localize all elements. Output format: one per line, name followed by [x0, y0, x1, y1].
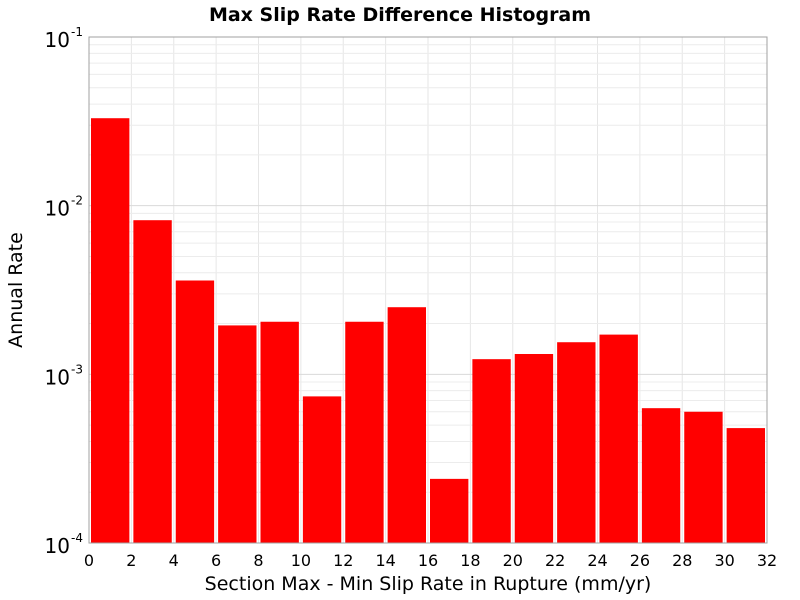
- histogram-bar: [514, 353, 554, 543]
- y-tick-base: 10: [45, 365, 70, 389]
- y-tick-exponent: -4: [71, 531, 83, 545]
- y-tick-label: 10 -2: [45, 194, 83, 221]
- y-tick-label: 10 -3: [45, 362, 83, 389]
- plot-frame: [88, 36, 768, 544]
- y-tick-base: 10: [45, 534, 70, 558]
- x-tick-label: 14: [375, 551, 395, 570]
- histogram-bar: [557, 342, 596, 543]
- x-tick-label: 4: [169, 551, 179, 570]
- histogram-bar: [599, 334, 638, 543]
- histogram-bar: [260, 321, 299, 543]
- y-tick-exponent: -3: [71, 362, 83, 376]
- bars: [91, 118, 765, 544]
- histogram-bar: [302, 396, 342, 543]
- y-tick-label: 10 -1: [45, 25, 83, 52]
- x-tick-label: 6: [211, 551, 221, 570]
- x-tick-label: 32: [757, 551, 777, 570]
- x-tick-label: 18: [460, 551, 480, 570]
- x-axis-title: Section Max - Min Slip Rate in Rupture (…: [205, 573, 652, 595]
- y-axis-title: Annual Rate: [5, 232, 27, 348]
- y-tick-base: 10: [45, 197, 70, 221]
- y-tick-exponent: -2: [71, 194, 83, 208]
- x-tick-label: 16: [418, 551, 438, 570]
- histogram-bar: [218, 325, 257, 543]
- y-tick-exponent: -1: [71, 25, 83, 39]
- y-axis-ticks: 10-410-310-210-1: [45, 25, 83, 558]
- histogram-bar: [726, 428, 765, 543]
- histogram-bar: [641, 408, 681, 543]
- x-axis-ticks: 0 2 4 6 8 10 12 14 16 18 20 22 24 26 28 30 32: [84, 551, 777, 570]
- plot-border: [88, 36, 768, 544]
- y-tick-base: 10: [45, 28, 70, 52]
- x-tick-label: 0: [84, 551, 94, 570]
- histogram-bar: [133, 220, 172, 543]
- x-tick-label: 8: [253, 551, 263, 570]
- y-tick-label: 10 -4: [45, 531, 83, 558]
- histogram-bar: [472, 359, 511, 543]
- histogram-bar: [430, 478, 469, 543]
- x-tick-label: 30: [714, 551, 734, 570]
- x-tick-label: 12: [333, 551, 353, 570]
- histogram-bar: [91, 118, 130, 544]
- x-tick-label: 2: [126, 551, 136, 570]
- histogram-bar: [684, 411, 723, 543]
- histogram-bar: [175, 280, 215, 543]
- histogram-bar: [387, 307, 426, 543]
- histogram-bar: [345, 321, 384, 543]
- x-tick-label: 20: [503, 551, 523, 570]
- chart-title: Max Slip Rate Difference Histogram: [209, 4, 591, 26]
- x-tick-label: 26: [630, 551, 650, 570]
- x-tick-label: 22: [545, 551, 565, 570]
- x-tick-label: 24: [587, 551, 607, 570]
- x-tick-label: 10: [291, 551, 311, 570]
- x-tick-label: 28: [672, 551, 692, 570]
